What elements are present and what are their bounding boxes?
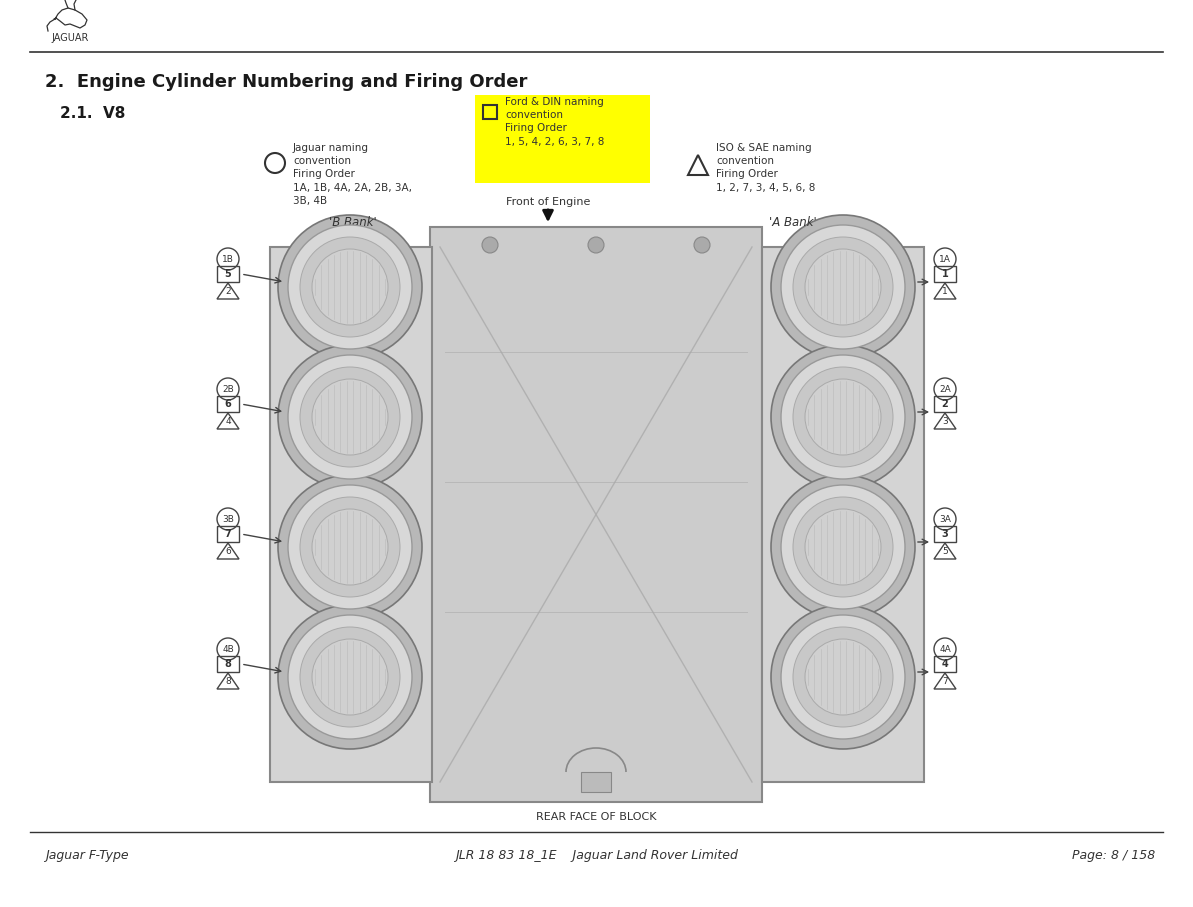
Text: 2: 2: [941, 399, 948, 409]
Text: 3B: 3B: [222, 514, 234, 523]
Bar: [270, 247, 432, 782]
Text: JLR 18 83 18_1E    Jaguar Land Rover Limited: JLR 18 83 18_1E Jaguar Land Rover Limite…: [455, 849, 737, 862]
Circle shape: [781, 355, 905, 479]
Text: 6: 6: [224, 399, 231, 409]
Text: 2.1.  V8: 2.1. V8: [60, 106, 125, 122]
Circle shape: [313, 509, 388, 585]
Circle shape: [278, 605, 422, 749]
Bar: [581, 772, 611, 792]
Circle shape: [781, 485, 905, 609]
Circle shape: [482, 237, 497, 253]
Circle shape: [793, 627, 894, 727]
Circle shape: [288, 485, 412, 609]
Circle shape: [278, 215, 422, 359]
Text: Jaguar F-Type: Jaguar F-Type: [45, 849, 129, 862]
Text: 4B: 4B: [222, 645, 234, 654]
Bar: [934, 656, 956, 672]
Text: 2: 2: [225, 288, 230, 297]
Circle shape: [805, 379, 880, 455]
Circle shape: [771, 215, 915, 359]
Circle shape: [793, 237, 894, 337]
Circle shape: [299, 627, 400, 727]
Circle shape: [299, 237, 400, 337]
Text: 7: 7: [224, 529, 231, 539]
Circle shape: [299, 497, 400, 597]
Circle shape: [278, 345, 422, 489]
Bar: [217, 266, 239, 282]
Circle shape: [694, 237, 710, 253]
Circle shape: [771, 475, 915, 619]
Text: 1A: 1A: [939, 255, 951, 264]
Text: 7: 7: [942, 678, 948, 687]
Text: 'B Bank': 'B Bank': [329, 217, 377, 229]
Circle shape: [313, 249, 388, 325]
Text: ISO & SAE naming
convention
Firing Order
1, 2, 7, 3, 4, 5, 6, 8: ISO & SAE naming convention Firing Order…: [716, 143, 815, 192]
Circle shape: [805, 509, 880, 585]
Text: 4: 4: [941, 659, 948, 669]
Text: 3: 3: [942, 417, 948, 426]
Circle shape: [288, 615, 412, 739]
Bar: [429, 227, 762, 802]
Circle shape: [288, 355, 412, 479]
Text: 2.  Engine Cylinder Numbering and Firing Order: 2. Engine Cylinder Numbering and Firing …: [45, 73, 527, 91]
Bar: [762, 247, 925, 782]
Text: 3A: 3A: [939, 514, 951, 523]
Circle shape: [805, 639, 880, 715]
Text: 1B: 1B: [222, 255, 234, 264]
Bar: [934, 396, 956, 412]
Text: 8: 8: [224, 659, 231, 669]
Bar: [934, 266, 956, 282]
Circle shape: [781, 225, 905, 349]
Bar: [217, 656, 239, 672]
Bar: [483, 105, 497, 119]
Text: Page: 8 / 158: Page: 8 / 158: [1071, 849, 1155, 862]
Circle shape: [288, 225, 412, 349]
Circle shape: [805, 249, 880, 325]
Circle shape: [278, 475, 422, 619]
Text: 3: 3: [941, 529, 948, 539]
Text: JAGUAR: JAGUAR: [51, 33, 88, 43]
Text: 5: 5: [224, 269, 231, 279]
Bar: [934, 526, 956, 542]
Circle shape: [771, 345, 915, 489]
Text: Jaguar naming
convention
Firing Order
1A, 1B, 4A, 2A, 2B, 3A,
3B, 4B: Jaguar naming convention Firing Order 1A…: [293, 143, 412, 206]
Text: 4: 4: [225, 417, 230, 426]
Circle shape: [299, 367, 400, 467]
Text: 6: 6: [225, 548, 231, 557]
Text: Ford & DIN naming
convention
Firing Order
1, 5, 4, 2, 6, 3, 7, 8: Ford & DIN naming convention Firing Orde…: [505, 97, 605, 147]
Text: 2B: 2B: [222, 385, 234, 394]
Circle shape: [313, 639, 388, 715]
Text: 8: 8: [225, 678, 231, 687]
Circle shape: [588, 237, 604, 253]
Circle shape: [793, 367, 894, 467]
Bar: [217, 396, 239, 412]
Bar: [475, 95, 650, 183]
Bar: [217, 526, 239, 542]
Text: 2A: 2A: [939, 385, 951, 394]
Circle shape: [793, 497, 894, 597]
Circle shape: [781, 615, 905, 739]
Circle shape: [771, 605, 915, 749]
Text: Front of Engine: Front of Engine: [506, 197, 591, 207]
Text: REAR FACE OF BLOCK: REAR FACE OF BLOCK: [536, 812, 656, 822]
Text: 1: 1: [942, 288, 948, 297]
Circle shape: [313, 379, 388, 455]
Text: 1: 1: [941, 269, 948, 279]
Text: 5: 5: [942, 548, 948, 557]
Text: 'A Bank': 'A Bank': [769, 217, 817, 229]
Text: 4A: 4A: [939, 645, 951, 654]
